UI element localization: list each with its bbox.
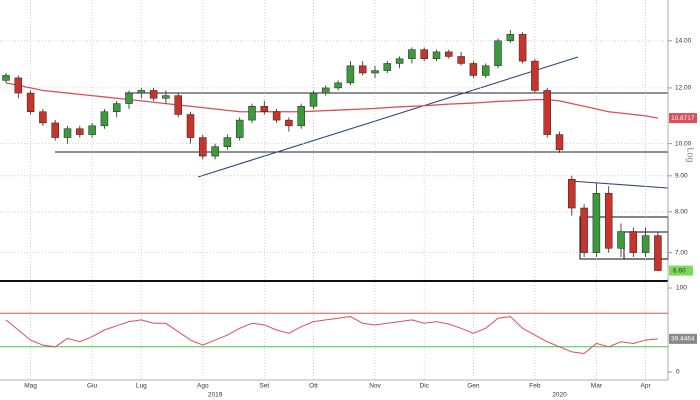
candle-body xyxy=(568,178,576,209)
candle-body xyxy=(322,87,330,94)
year-label: 2019 xyxy=(208,392,223,399)
scale-label: Log xyxy=(686,147,696,162)
candle-body xyxy=(51,122,59,138)
candle-body xyxy=(14,77,23,94)
candle-body xyxy=(445,51,453,57)
candle-body xyxy=(149,90,158,99)
y-tick-label: 7.00 xyxy=(675,249,688,256)
candle-body xyxy=(358,65,367,74)
candle-body xyxy=(604,193,613,249)
candle-body xyxy=(235,119,244,138)
rsi-tick-label: 0 xyxy=(676,369,680,376)
ma-value-label: 10.8717 xyxy=(671,115,695,122)
candle-body xyxy=(297,106,305,127)
candle-body xyxy=(137,90,146,94)
y-tick-label: 10.00 xyxy=(675,140,692,147)
rsi-label-box xyxy=(669,333,697,344)
candle-body xyxy=(457,56,465,64)
candle-body xyxy=(617,231,625,249)
candle-body xyxy=(592,193,601,253)
y-tick-label: 14.00 xyxy=(675,38,692,45)
candle-body xyxy=(162,95,170,99)
candle-body xyxy=(506,34,515,42)
x-tick-label: Lug xyxy=(136,383,147,390)
candle-body xyxy=(346,65,355,84)
candle-body xyxy=(383,63,392,71)
x-tick-label: Gen xyxy=(467,383,480,390)
drawings xyxy=(55,56,669,260)
candle-body xyxy=(654,235,662,271)
candle-body xyxy=(125,92,133,104)
trend-line xyxy=(569,180,669,189)
rsi-line xyxy=(5,316,658,355)
candle-body xyxy=(494,40,502,67)
x-tick-label: Dic xyxy=(420,383,430,390)
candle-body xyxy=(100,111,109,127)
candle-body xyxy=(63,128,72,138)
year-label: 2020 xyxy=(552,392,567,399)
candle-body xyxy=(580,207,588,253)
candle-body xyxy=(260,106,269,112)
candle-body xyxy=(334,82,342,89)
x-tick-label: Apr xyxy=(641,383,652,390)
x-tick-label: Ago xyxy=(197,383,209,390)
candle-body xyxy=(518,34,527,62)
candle-body xyxy=(174,95,182,115)
candle-body xyxy=(629,231,638,253)
candle-body xyxy=(371,70,379,74)
y-tick-label: 12.00 xyxy=(675,85,692,92)
rsi-value-label: 39.4464 xyxy=(671,336,695,343)
candle-body xyxy=(481,65,490,76)
candle-body xyxy=(641,235,650,253)
x-tick-label: Mag xyxy=(24,383,37,390)
candle-body xyxy=(199,137,207,157)
candle-body xyxy=(555,134,564,151)
candle-body xyxy=(26,92,35,112)
candle-body xyxy=(432,51,441,60)
x-tick-label: Feb xyxy=(529,383,541,390)
y-tick-label: 9.00 xyxy=(675,173,688,180)
candle-body xyxy=(531,60,539,91)
price-label-box xyxy=(669,265,693,276)
candle-body xyxy=(76,128,84,135)
candle-body xyxy=(186,114,195,138)
ma-label-box xyxy=(669,113,697,124)
candle-body xyxy=(309,92,318,107)
x-tick-label: Mar xyxy=(591,383,603,390)
candle-body xyxy=(408,49,416,60)
candle-body xyxy=(112,103,121,112)
candle-body xyxy=(543,90,551,135)
x-tick-label: Giu xyxy=(87,383,98,390)
candle-body xyxy=(223,137,232,147)
rsi-tick-label: 100 xyxy=(676,285,687,292)
candle-body xyxy=(272,111,281,121)
candle-body xyxy=(469,63,478,76)
trend-line xyxy=(197,56,579,178)
last-price-label: 6.60 xyxy=(673,267,686,274)
x-tick-label: Ott xyxy=(309,383,318,390)
candle-body xyxy=(395,58,404,64)
candle-body xyxy=(39,111,47,124)
candle-body xyxy=(285,119,293,127)
x-tick-label: Nov xyxy=(369,383,381,390)
candle-body xyxy=(211,146,219,157)
y-tick-label: 8.00 xyxy=(675,209,688,216)
candle-body xyxy=(420,49,428,60)
x-tick-label: Set xyxy=(259,383,269,390)
candle-body xyxy=(248,106,256,121)
candle-body xyxy=(2,75,10,81)
candle-body xyxy=(88,125,96,135)
